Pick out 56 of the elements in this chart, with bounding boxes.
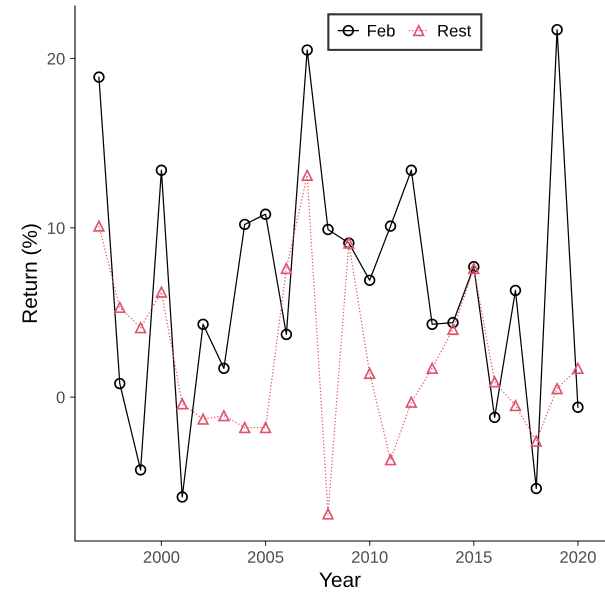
y-tick-label: 10 <box>48 222 65 234</box>
point <box>322 224 334 236</box>
point <box>156 286 168 298</box>
y-tick-label: 0 <box>56 391 65 404</box>
x-tick-label: 2020 <box>560 551 596 563</box>
point <box>572 362 584 374</box>
point <box>426 362 438 374</box>
point <box>93 71 105 83</box>
point <box>551 382 563 394</box>
point <box>510 400 522 412</box>
point <box>322 508 334 520</box>
point <box>218 410 230 422</box>
y-axis-title: Return (%) <box>22 224 42 322</box>
point <box>364 368 376 380</box>
point <box>488 376 500 388</box>
point <box>197 318 209 330</box>
point <box>260 422 272 434</box>
point <box>302 44 313 56</box>
point <box>426 318 438 330</box>
point <box>176 398 188 410</box>
point <box>156 164 168 176</box>
point <box>510 284 522 296</box>
point <box>280 262 292 274</box>
point <box>260 208 272 220</box>
point <box>530 482 542 494</box>
point <box>447 324 459 336</box>
point <box>280 328 292 340</box>
point <box>406 164 418 176</box>
point <box>176 491 188 503</box>
point <box>530 435 542 447</box>
point <box>551 24 563 36</box>
point <box>114 378 126 390</box>
point <box>93 220 105 232</box>
point <box>218 362 230 374</box>
point <box>447 316 459 328</box>
x-tick-label: 2000 <box>144 551 180 563</box>
point <box>134 322 146 334</box>
x-tick-label: 2010 <box>352 551 388 563</box>
point <box>384 220 396 232</box>
point <box>364 274 376 286</box>
point <box>572 402 584 413</box>
x-tick-label: 2005 <box>248 551 284 563</box>
x-tick-label: 2015 <box>456 551 492 563</box>
point <box>239 422 250 434</box>
point <box>302 170 313 181</box>
point <box>197 413 209 425</box>
point <box>239 218 250 230</box>
point <box>114 302 126 314</box>
legend-label: Rest <box>438 24 472 37</box>
point <box>488 412 500 424</box>
legend-label: Feb <box>368 24 395 37</box>
point <box>384 454 396 466</box>
point <box>406 396 418 408</box>
x-axis-title: Year <box>319 572 361 588</box>
point <box>134 464 146 476</box>
y-tick-label: 20 <box>48 52 65 65</box>
